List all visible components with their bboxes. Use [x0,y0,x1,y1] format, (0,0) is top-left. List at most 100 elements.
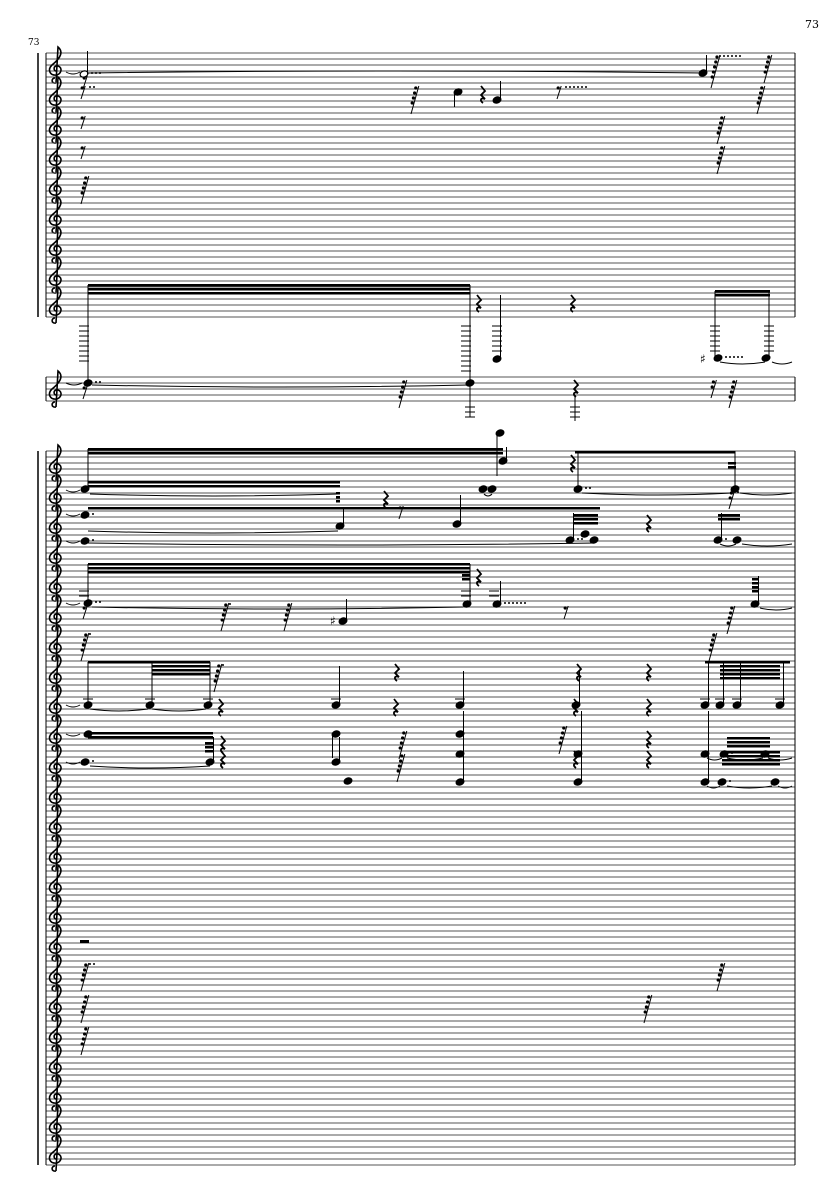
note-head [478,485,488,493]
rest-flag-dot [82,76,86,80]
dot [89,86,91,88]
rest-flag-dot [399,741,403,745]
rest-flag-dot [713,65,717,69]
rest-flag-dot [720,116,724,120]
tie [65,540,81,544]
flag-rest [556,85,562,100]
rest-flag-dot [643,1010,647,1014]
dot [729,780,731,782]
tie [87,530,339,534]
rest-flag-dot [716,161,720,165]
rest-flag-dot [561,731,565,735]
flag-rest [80,85,86,100]
rest-flag-dot [221,613,225,617]
beam [722,759,780,762]
dot [585,86,587,88]
note-head [462,600,472,608]
tie [65,382,83,386]
rest-flag-dot [716,131,720,135]
tie [89,765,211,769]
note-head [80,485,90,493]
tie [91,384,469,388]
dot [89,633,91,635]
dot [725,356,727,358]
quarter-rest [475,294,483,313]
beam [88,481,340,484]
tie [719,361,766,365]
note-head [145,701,155,709]
dot [89,963,91,965]
beam [718,518,740,521]
rest-flag-dot [563,606,567,610]
rest-flag-dot [214,674,218,678]
beam [88,563,470,566]
note-head [487,485,497,493]
rest-flag-dot [711,638,715,642]
quarter-rest [572,379,580,398]
note-head [83,599,93,607]
dot [577,86,579,88]
rest-flag-dot [720,963,724,967]
beam [152,673,210,676]
dot [229,603,231,605]
beam [728,466,736,469]
beam [752,578,758,581]
dot [508,602,510,604]
flag-rest [82,385,88,400]
quarter-rest [645,514,653,533]
dot [504,602,506,604]
beam [152,669,210,672]
rest-flag-dot [80,146,84,150]
rest-flag-dot [81,643,85,647]
note-head [203,701,213,709]
dot [99,381,101,383]
rest-flag-dot [729,390,734,394]
sharp-accidental: ♯ [330,614,336,628]
rest-flag-dot [399,390,403,394]
rest-flag-dot [80,86,84,90]
dot [573,86,575,88]
tie [89,493,339,497]
note-head [83,379,93,387]
rest-flag-dot [719,151,723,155]
dot [723,55,725,57]
quarter-rest [645,750,653,769]
rest-flag-dot [413,91,417,95]
rest-flag-dot [224,603,228,607]
rest-flag-dot [732,380,736,384]
note-head [713,354,723,362]
dot [737,491,739,493]
rest-flag-dot [400,754,404,758]
note-head [732,536,742,544]
rest-flag-dot [556,86,560,90]
rest-flag-dot [81,186,85,190]
rest-flag-dot [81,973,85,977]
rest-flag-dot [217,664,221,668]
flag-rest [726,605,736,635]
flag-rest [716,145,726,175]
rest-flag-dot [83,968,87,972]
beam [88,732,213,735]
beam [88,736,213,739]
sharp-accidental: ♯ [700,352,706,366]
rest-flag-dot [562,726,566,730]
dot [93,963,95,965]
rest-flag-dot [286,608,290,612]
rest-flag-dot [710,385,714,389]
tie [65,704,81,708]
dot [741,356,743,358]
beam [727,737,770,740]
flag-rest [80,632,90,662]
rest-flag-dot [715,55,719,59]
rest-flag-dot [729,611,733,615]
dot [569,86,571,88]
rest-flag-dot [84,633,88,637]
rest-flag-dot [220,618,224,622]
tie [759,607,793,611]
flag-rest [398,730,408,760]
flag-rest [410,85,420,115]
beam [205,742,213,745]
beam [88,661,210,664]
note-head [80,758,90,766]
